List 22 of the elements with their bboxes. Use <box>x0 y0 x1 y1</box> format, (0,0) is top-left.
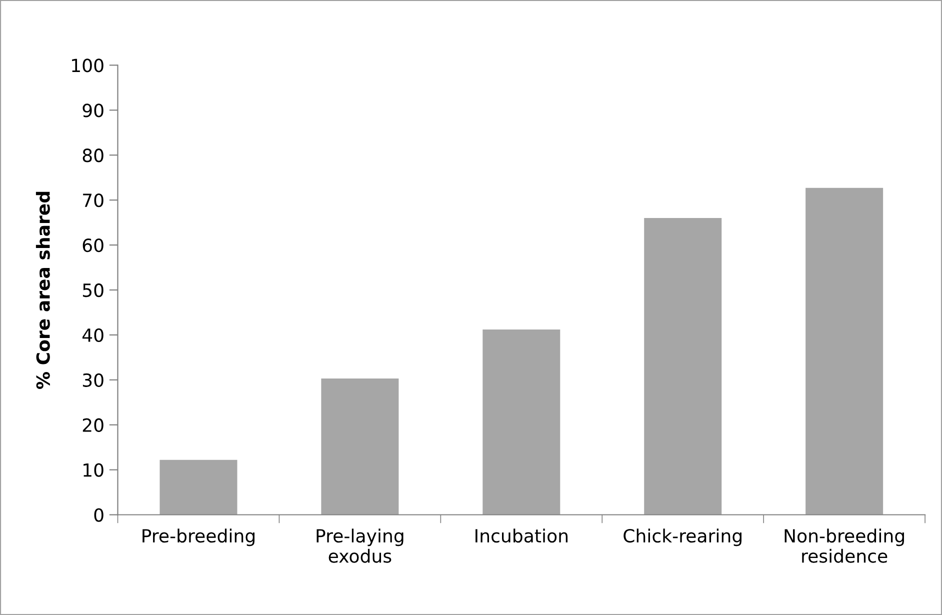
y-tick-label: 0 <box>94 508 104 522</box>
y-tick-label: 100 <box>72 58 104 72</box>
bar <box>806 188 884 515</box>
y-tick-label: 80 <box>82 148 104 162</box>
y-tick-label: 60 <box>82 238 104 252</box>
y-tick-label: 90 <box>82 104 104 118</box>
x-tick-label: Incubation <box>476 528 568 543</box>
y-tick-label: 70 <box>83 194 104 208</box>
bar <box>644 218 722 515</box>
x-tick-label: Pre-breeding <box>142 528 254 546</box>
x-tick-label: Chick-rearing <box>624 528 742 546</box>
y-axis-title: % Core area shared <box>36 192 50 389</box>
y-tick-label: 10 <box>84 463 104 477</box>
y-tick-label: 40 <box>82 328 104 342</box>
bar <box>482 330 560 515</box>
bar <box>321 378 399 515</box>
y-tick-label: 50 <box>82 283 104 298</box>
x-tick-label: Non-breeding residence <box>784 528 904 563</box>
bar <box>160 460 238 515</box>
y-tick-label: 20 <box>82 418 104 432</box>
y-tick-label: 30 <box>82 373 104 387</box>
x-tick-label: Pre-laying exodus <box>316 528 404 563</box>
